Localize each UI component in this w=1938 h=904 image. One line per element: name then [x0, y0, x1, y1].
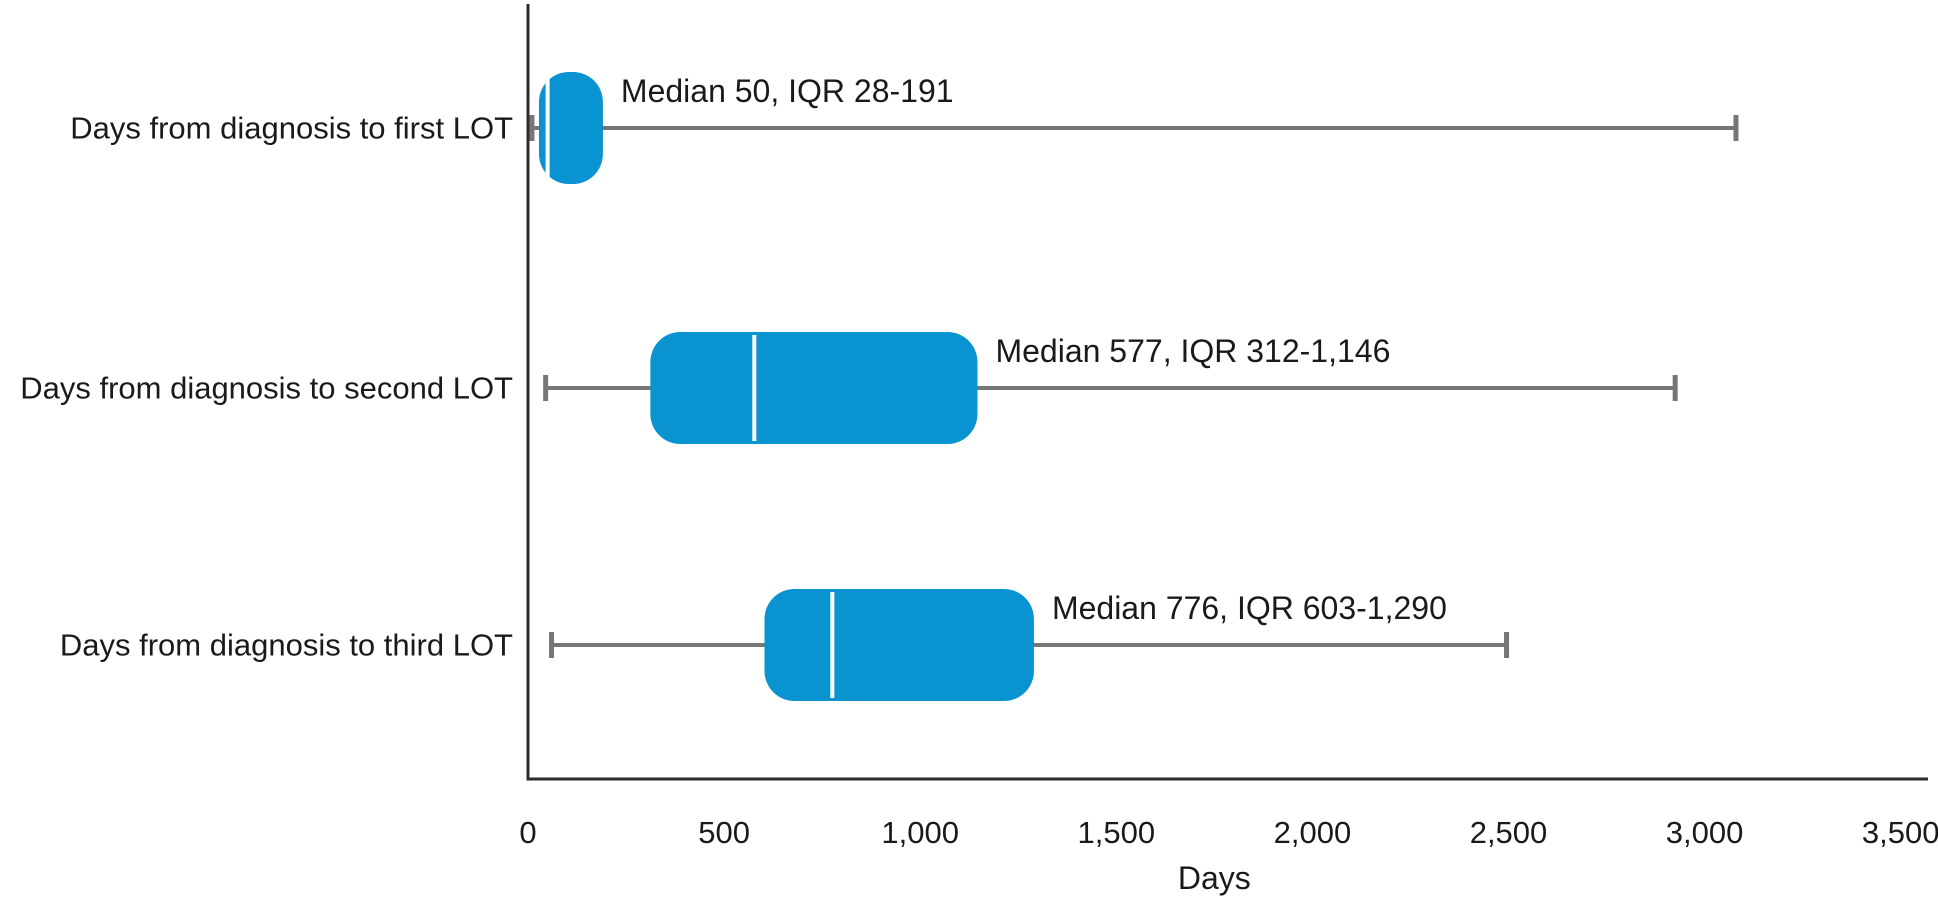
- iqr-box: [650, 332, 978, 444]
- category-label: Days from diagnosis to second LOT: [20, 371, 513, 406]
- x-axis-title: Days: [1178, 860, 1251, 896]
- x-tick-label: 2,000: [1274, 815, 1352, 850]
- box-row: Median 577, IQR 312-1,146 Days from diagn…: [20, 332, 1678, 444]
- annotation-label: Median 577, IQR 312-1,146: [995, 333, 1390, 369]
- x-tick-label: 3,000: [1666, 815, 1744, 850]
- x-tick-label: 3,500: [1862, 815, 1938, 850]
- iqr-box: [764, 589, 1034, 701]
- category-label: Days from diagnosis to third LOT: [60, 628, 513, 663]
- x-tick-label: 1,000: [881, 815, 959, 850]
- whisker-cap-high: [1733, 115, 1739, 141]
- box-row: Median 776, IQR 603-1,290 Days from diagn…: [60, 589, 1510, 701]
- whisker-cap-high: [1504, 632, 1510, 658]
- x-tick-label: 2,500: [1470, 815, 1548, 850]
- whisker-cap-low: [543, 375, 549, 401]
- annotation-label: Median 50, IQR 28-191: [621, 73, 954, 109]
- annotation-label: Median 776, IQR 603-1,290: [1052, 590, 1447, 626]
- whisker-cap-low: [529, 115, 535, 141]
- whisker-cap-low: [549, 632, 555, 658]
- iqr-box: [538, 72, 603, 184]
- category-label: Days from diagnosis to first LOT: [70, 111, 513, 146]
- x-tick-label: 0: [519, 815, 536, 850]
- x-tick-label: 1,500: [1078, 815, 1156, 850]
- whisker-cap-high: [1672, 375, 1678, 401]
- x-tick-label: 500: [698, 815, 750, 850]
- box-row: Median 50, IQR 28-191 Days from diagnosis…: [70, 72, 1739, 184]
